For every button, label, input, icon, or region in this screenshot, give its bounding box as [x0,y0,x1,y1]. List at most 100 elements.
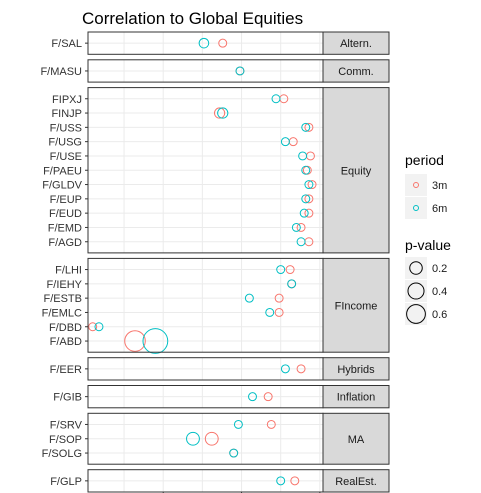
data-point-3m [263,392,273,402]
data-point-6m [186,431,200,446]
y-tick-label: F/EMD [48,222,82,234]
y-tick-label: F/LHI [55,265,82,277]
legend-label-3m: 3m [432,180,447,192]
facet-realest: F/GLP RealEst. [50,469,390,493]
legend: period 3m 6m p-value 0.2 0.4 0.6 [405,152,451,325]
data-point-6m [217,107,229,119]
data-point-6m [304,180,314,190]
y-tick-label: F/GLP [50,476,82,488]
y-tick-label: FINJP [51,108,82,120]
data-point-3m [304,122,314,132]
data-point-6m [235,66,245,76]
legend-key-background [405,197,427,219]
data-point-6m [298,151,308,161]
data-point-3m [307,180,317,190]
y-tick-label: F/MASU [40,66,82,78]
data-point-6m [229,448,239,458]
y-tick-label: F/ABD [50,336,82,348]
facet-strip-label: Altern. [340,38,372,50]
data-point-3m [285,265,295,275]
facet-strip-label: MA [348,434,365,446]
data-point-6m [142,328,169,354]
data-point-3m [213,107,226,119]
facet-strip-label: Comm. [338,66,373,78]
facet-strip [322,87,390,254]
data-point-6m [299,208,309,218]
facet-strip-label: Inflation [337,392,376,404]
legend-size-key [407,282,425,300]
data-point-3m [88,322,98,332]
data-point-3m [304,194,314,204]
y-tick-label: F/PAEU [43,165,82,177]
y-tick-label: F/USS [50,122,82,134]
legend-key-background [405,303,427,325]
data-point-6m [301,122,311,132]
y-tick-label: F/DBD [49,322,82,334]
facet-hybrids: F/EER Hybrids [50,357,390,381]
y-tick-label: F/USG [48,137,82,149]
facet-strip-label: RealEst. [335,476,377,488]
data-point-3m [218,38,228,48]
facet-strip [322,469,390,493]
data-point-6m [280,364,290,374]
data-point-6m [287,279,297,289]
legend-title-period: period [405,152,444,168]
facet-panels: F/SAL Altern. F/MASU Comm. FIPXJ FINJP F/USS F/… [40,31,390,493]
legend-size-label: 0.6 [432,309,447,321]
y-tick-label: F/EMLC [42,307,82,319]
y-tick-label: F/GIB [53,392,82,404]
facet-strip [322,385,390,409]
legend-label-6m: 6m [432,203,447,215]
data-point-3m [304,208,314,218]
y-tick-label: F/SAL [51,38,82,50]
legend-key-background [405,174,427,196]
y-tick-label: F/SRV [50,419,83,431]
legend-key-background [405,257,427,279]
data-point-6m [244,293,254,303]
data-point-3m [290,476,300,486]
y-tick-label: F/SOP [49,434,82,446]
legend-title-pvalue: p-value [405,237,451,253]
data-point-6m [291,222,301,232]
facet-comm: F/MASU Comm. [40,59,390,83]
data-point-3m [296,364,306,374]
data-point-3m [296,222,306,232]
data-point-3m [274,293,284,303]
y-tick-label: F/EUP [50,194,82,206]
data-point-3m [124,330,146,352]
facet-ma: F/SRV F/SOP F/SOLG MA [42,412,390,465]
facet-strip-label: Hybrids [337,364,375,376]
data-point-6m [233,419,243,429]
data-point-6m [276,265,286,275]
legend-size-key [406,304,426,324]
data-point-6m [280,137,290,147]
legend-size-label: 0.4 [432,286,447,298]
data-point-6m [271,94,281,104]
data-point-6m [248,392,257,402]
y-tick-label: F/USE [50,151,82,163]
y-tick-label: F/SOLG [42,448,82,460]
data-point-6m [276,476,286,486]
data-point-3m [274,307,284,317]
y-tick-label: F/AGD [48,237,82,249]
facet-inflation: F/GIB Inflation [53,385,390,409]
facet-altern: F/SAL Altern. [51,31,390,55]
legend-key-6m [413,205,419,211]
data-point-3m [204,431,219,446]
y-tick-label: F/IEHY [47,279,83,291]
facet-fincome: F/LHI F/IEHY F/ESTB F/EMLC F/DBD F/ABD FIncome [42,257,390,354]
y-tick-label: F/EUD [49,208,82,220]
facet-strip [322,257,390,353]
y-tick-label: F/EER [50,364,82,376]
data-point-6m [301,165,311,175]
y-tick-label: FIPXJ [52,94,82,106]
legend-size-key [409,261,423,275]
chart-title: Correlation to Global Equities [82,9,303,28]
legend-key-3m [413,182,419,188]
data-point-3m [266,419,276,429]
data-point-6m [301,194,311,204]
data-point-6m [198,37,210,49]
facet-strip-label: FIncome [335,300,378,312]
y-tick-label: F/ESTB [43,293,82,305]
